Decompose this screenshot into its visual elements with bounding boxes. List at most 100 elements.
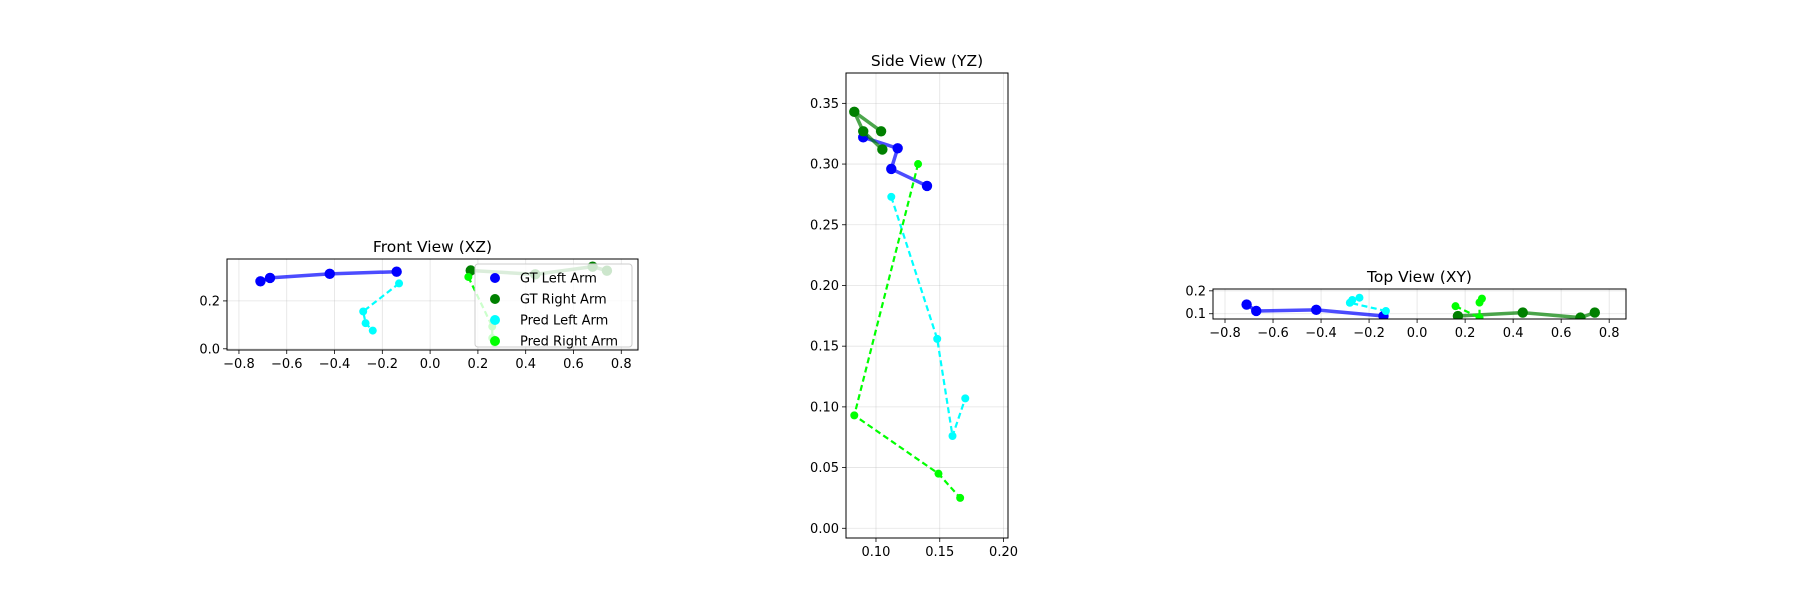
- series-point-gt-left-arm-1: [886, 163, 897, 175]
- chart-side: 0.10 0.15 0.20 0.00 0.05 0.10 0.15 0.20 0.25 0.30…: [810, 52, 1018, 560]
- x-tick-label: 0.15: [925, 545, 954, 560]
- series-point-gt-left-arm-1: [324, 268, 335, 280]
- x-tick-label: −0.6: [1257, 326, 1289, 341]
- series-point-pred-left-arm-3: [1355, 293, 1364, 302]
- series-point-gt-left-arm-3: [1241, 299, 1252, 310]
- chart-title-side: Side View (YZ): [871, 52, 983, 70]
- series-point-gt-left-arm-0: [391, 266, 402, 277]
- series-point-pred-left-arm-0: [887, 192, 896, 201]
- series-point-pred-left-arm-3: [368, 326, 377, 335]
- series-point-pred-right-arm-0: [464, 272, 473, 281]
- y-tick-label: 0.25: [810, 218, 839, 233]
- y-tick-label: 0.0: [199, 342, 220, 357]
- x-tick-label: −0.2: [367, 357, 399, 372]
- axes-frame-front: [226, 258, 639, 351]
- x-tick-label: 0.0: [420, 357, 441, 372]
- series-point-pred-left-arm-2: [1348, 295, 1357, 304]
- x-tick-label: 0.10: [861, 545, 890, 560]
- legend-box: [474, 263, 633, 348]
- series-line-pred-right-arm: [853, 163, 961, 499]
- chart-title-front: Front View (XZ): [373, 238, 492, 256]
- series-point-gt-right-arm-0: [1452, 310, 1464, 319]
- chart-front: −0.8 −0.6 −0.4 −0.2 0.0 0.2 0.4 0.6 0.8 0.0 0.2 Fro…: [199, 238, 639, 372]
- legend-marker-pred-right-arm: [490, 336, 500, 346]
- series-point-pred-left-arm-3: [961, 394, 970, 403]
- series-point-gt-left-arm-1: [1311, 304, 1322, 316]
- series-point-gt-right-arm-1: [858, 126, 869, 137]
- x-tick-label: −0.4: [319, 357, 351, 372]
- series-point-gt-right-arm-1: [1517, 307, 1528, 318]
- y-tick-label: 0.00: [810, 522, 839, 537]
- plot-area-top: [1241, 293, 1600, 319]
- x-tick-label: −0.8: [223, 357, 255, 372]
- series-point-pred-right-arm-2: [934, 469, 943, 478]
- y-tick-label: 0.2: [1185, 284, 1206, 299]
- y-tick-label: 0.35: [810, 97, 839, 112]
- series-line-gt-left-arm: [1245, 303, 1384, 318]
- legend: GT Left Arm GT Right Arm Pred Left Arm Pred…: [474, 263, 633, 350]
- series-point-gt-left-arm-2: [1251, 305, 1262, 317]
- legend-label-pred-left-arm: Pred Left Arm: [520, 314, 608, 329]
- series-point-pred-right-arm-1: [850, 411, 859, 420]
- series-line-pred-left-arm: [362, 282, 400, 332]
- x-tick-label: −0.8: [1209, 326, 1241, 341]
- series-point-gt-right-arm-3: [875, 126, 887, 137]
- chart-title-top: Top View (XY): [1366, 268, 1472, 286]
- series-line-gt-right-arm: [1457, 310, 1596, 319]
- y-tick-label: 0.10: [810, 400, 839, 415]
- series-point-gt-left-arm-3: [255, 276, 266, 287]
- axes-frame-top: [1212, 288, 1627, 320]
- series-point-pred-right-arm-0: [914, 160, 923, 169]
- series-point-gt-left-arm-2: [264, 272, 276, 284]
- series-line-pred-right-arm: [1455, 298, 1483, 319]
- legend-marker-gt-left-arm: [490, 273, 500, 283]
- series-point-pred-left-arm-1: [359, 307, 368, 316]
- series-line-gt-left-arm: [862, 135, 928, 188]
- x-tick-label: 0.8: [1599, 326, 1620, 341]
- series-point-gt-right-arm-2: [1575, 312, 1586, 319]
- series-point-gt-right-arm-2: [849, 106, 860, 118]
- x-tick-label: −0.4: [1305, 326, 1337, 341]
- series-point-pred-right-arm-1: [1475, 313, 1484, 319]
- y-tick-label: 0.30: [810, 158, 839, 173]
- legend-label-gt-left-arm: GT Left Arm: [520, 272, 597, 287]
- series-point-gt-left-arm-2: [892, 143, 903, 154]
- series-line-gt-right-arm: [852, 110, 884, 151]
- x-tick-label: −0.2: [1353, 326, 1385, 341]
- series-point-pred-left-arm-2: [361, 319, 370, 328]
- chart-top: −0.8 −0.6 −0.4 −0.2 0.0 0.2 0.4 0.6 0.8 0.1 0.2 Top…: [1185, 268, 1627, 341]
- x-tick-label: 0.4: [1503, 326, 1524, 341]
- series-point-pred-left-arm-0: [1381, 306, 1390, 315]
- series-point-pred-right-arm-0: [1451, 302, 1460, 311]
- x-tick-label: 0.6: [1551, 326, 1572, 341]
- x-tick-label: 0.0: [1407, 326, 1428, 341]
- y-tick-label: 0.15: [810, 340, 839, 355]
- series-point-pred-left-arm-1: [933, 334, 942, 343]
- series-point-pred-left-arm-0: [395, 279, 404, 288]
- x-tick-label: −0.6: [271, 357, 303, 372]
- series-line-pred-left-arm: [890, 196, 967, 438]
- x-tick-label: 0.6: [563, 357, 584, 372]
- legend-label-gt-right-arm: GT Right Arm: [520, 293, 607, 308]
- y-tick-label: 0.2: [199, 294, 220, 309]
- series-point-gt-right-arm-0: [877, 144, 888, 155]
- series-point-pred-left-arm-2: [948, 432, 957, 441]
- plot-area-side: [849, 106, 970, 502]
- y-tick-label: 0.05: [810, 461, 839, 476]
- x-tick-label: 0.20: [989, 545, 1018, 560]
- axes-frame-side: [845, 72, 1009, 539]
- x-tick-label: 0.4: [515, 357, 536, 372]
- legend-label-pred-right-arm: Pred Right Arm: [520, 335, 618, 350]
- series-point-gt-left-arm-0: [921, 180, 933, 192]
- x-tick-label: 0.8: [611, 357, 632, 372]
- legend-marker-gt-right-arm: [490, 294, 500, 304]
- series-point-pred-right-arm-3: [956, 493, 965, 502]
- series-point-pred-right-arm-3: [1477, 294, 1486, 303]
- y-tick-label: 0.20: [810, 279, 839, 294]
- legend-marker-pred-left-arm: [490, 315, 500, 325]
- series-point-gt-right-arm-3: [1589, 307, 1600, 318]
- x-tick-label: 0.2: [1455, 326, 1476, 341]
- x-tick-label: 0.2: [468, 357, 489, 372]
- y-tick-label: 0.1: [1185, 307, 1206, 322]
